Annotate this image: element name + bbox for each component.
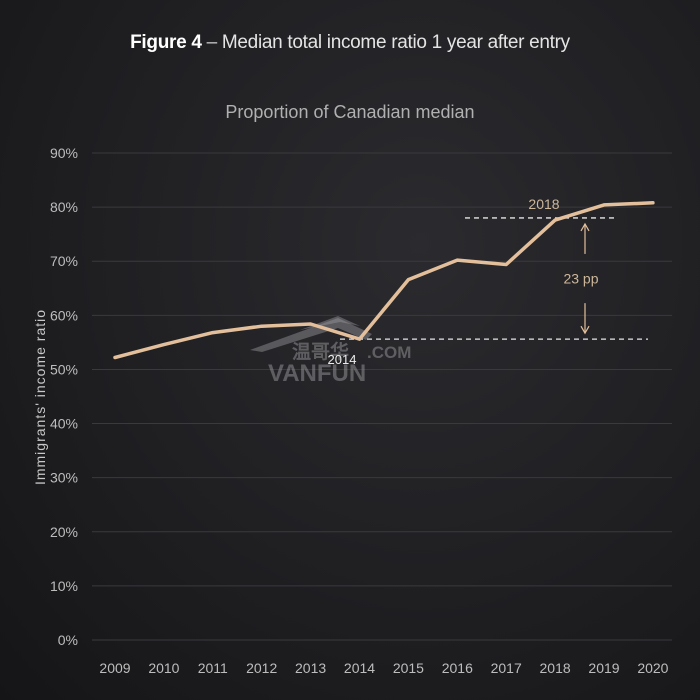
data-points <box>113 201 655 360</box>
watermark-roof-icon <box>250 318 372 352</box>
x-tick-label: 2014 <box>344 660 375 676</box>
data-point <box>651 201 655 205</box>
x-tick-label: 2015 <box>393 660 424 676</box>
data-point <box>162 343 166 347</box>
x-tick-label: 2010 <box>148 660 179 676</box>
gap-annotation-label: 23 pp <box>563 271 598 287</box>
watermark-domain: .COM <box>367 343 411 362</box>
x-tick-label: 2013 <box>295 660 326 676</box>
gridlines <box>92 152 672 641</box>
x-tick-label: 2017 <box>491 660 522 676</box>
figure-label: Figure 4 <box>130 32 202 53</box>
x-tick-label: 2020 <box>637 660 668 676</box>
y-tick-label: 0% <box>58 632 78 648</box>
data-point <box>260 324 264 328</box>
data-point <box>113 356 117 360</box>
high-annotation-label: 2018 <box>528 196 559 212</box>
data-point <box>504 262 508 266</box>
y-tick-label: 50% <box>50 361 78 377</box>
x-tick-label: 2016 <box>442 660 473 676</box>
watermark-cjk: 温哥华 <box>292 340 349 363</box>
x-tick-label: 2019 <box>588 660 619 676</box>
x-tick-label: 2011 <box>198 660 228 676</box>
y-axis-label: Immigrants' income ratio <box>32 309 48 485</box>
data-point <box>455 258 459 262</box>
figure-title-text: Median total income ratio 1 year after e… <box>221 32 570 53</box>
data-point <box>553 218 557 222</box>
title-separator: – <box>206 32 218 53</box>
figure-title: Figure 4 – Median total income ratio 1 y… <box>0 32 700 54</box>
y-tick-label: 40% <box>50 416 78 432</box>
x-tick-label: 2009 <box>99 660 130 676</box>
data-point <box>211 331 215 335</box>
watermark-brand: VANFUN <box>268 360 366 387</box>
series-line <box>113 201 655 360</box>
chart-subtitle: Proportion of Canadian median <box>225 102 475 122</box>
y-tick-label: 20% <box>50 524 78 540</box>
x-tick-label: 2012 <box>246 660 277 676</box>
x-tick-label: 2018 <box>540 660 571 676</box>
y-tick-label: 80% <box>50 199 78 215</box>
low-annotation-label: 2014 <box>328 352 357 367</box>
y-tick-label: 60% <box>50 307 78 323</box>
y-tick-label: 90% <box>50 145 78 161</box>
y-tick-label: 30% <box>50 470 78 486</box>
watermark: 温哥华 .COM VANFUN <box>250 316 411 387</box>
gap-arrow-up-head <box>580 222 590 232</box>
data-point <box>309 322 313 326</box>
y-tick-label: 70% <box>50 253 78 269</box>
data-point <box>358 337 361 341</box>
x-axis-ticks: 2009 2010 2011 2012 2013 2014 2015 2016 2017 2018… <box>99 660 668 676</box>
data-point <box>602 203 606 207</box>
y-tick-label: 10% <box>50 578 78 594</box>
data-point <box>406 278 410 282</box>
y-axis-ticks: 0% 10% 20% 30% 40% 50% 60% 70% 80% 90% <box>50 145 78 648</box>
gap-arrow-down-head <box>580 325 590 335</box>
